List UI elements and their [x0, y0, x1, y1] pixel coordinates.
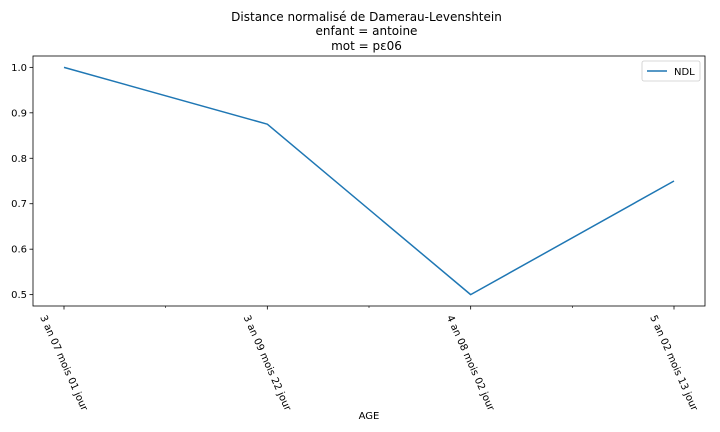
y-axis: 0.5 0.6 0.7 0.8 0.9 1.0: [11, 63, 33, 301]
x-tick-label: 5 an 02 mois 13 jour: [647, 314, 699, 414]
legend-frame: [641, 60, 701, 82]
x-axis-label: AGE: [359, 411, 380, 422]
y-tick-label: 1.0: [11, 63, 27, 74]
y-tick-label: 0.6: [11, 245, 27, 256]
x-tick-label: 3 an 07 mois 01 jour: [37, 314, 89, 414]
chart-title-line-1: Distance normalisé de Damerau-Levenshtei…: [231, 10, 502, 24]
x-tick-label: 4 an 08 mois 02 jour: [444, 314, 496, 414]
x-axis: 3 an 07 mois 01 jour 3 an 09 mois 22 jour…: [37, 306, 700, 414]
y-tick-label: 0.8: [11, 154, 27, 165]
plot-frame: [32, 55, 706, 307]
legend-label: NDL: [674, 67, 695, 78]
y-tick-label: 0.5: [11, 290, 27, 301]
x-tick-label: 3 an 09 mois 22 jour: [241, 314, 293, 414]
chart-title-line-2: enfant = antoine: [316, 24, 418, 38]
plot-area: [63, 66, 675, 296]
chart-title-line-3: mot = pɛ06: [331, 39, 402, 53]
y-tick-label: 0.9: [11, 108, 27, 119]
legend: NDL: [641, 60, 701, 82]
series-line-ndl: [63, 66, 675, 296]
chart-title: Distance normalisé de Damerau-Levenshtei…: [231, 10, 502, 53]
y-tick-label: 0.7: [11, 199, 27, 210]
